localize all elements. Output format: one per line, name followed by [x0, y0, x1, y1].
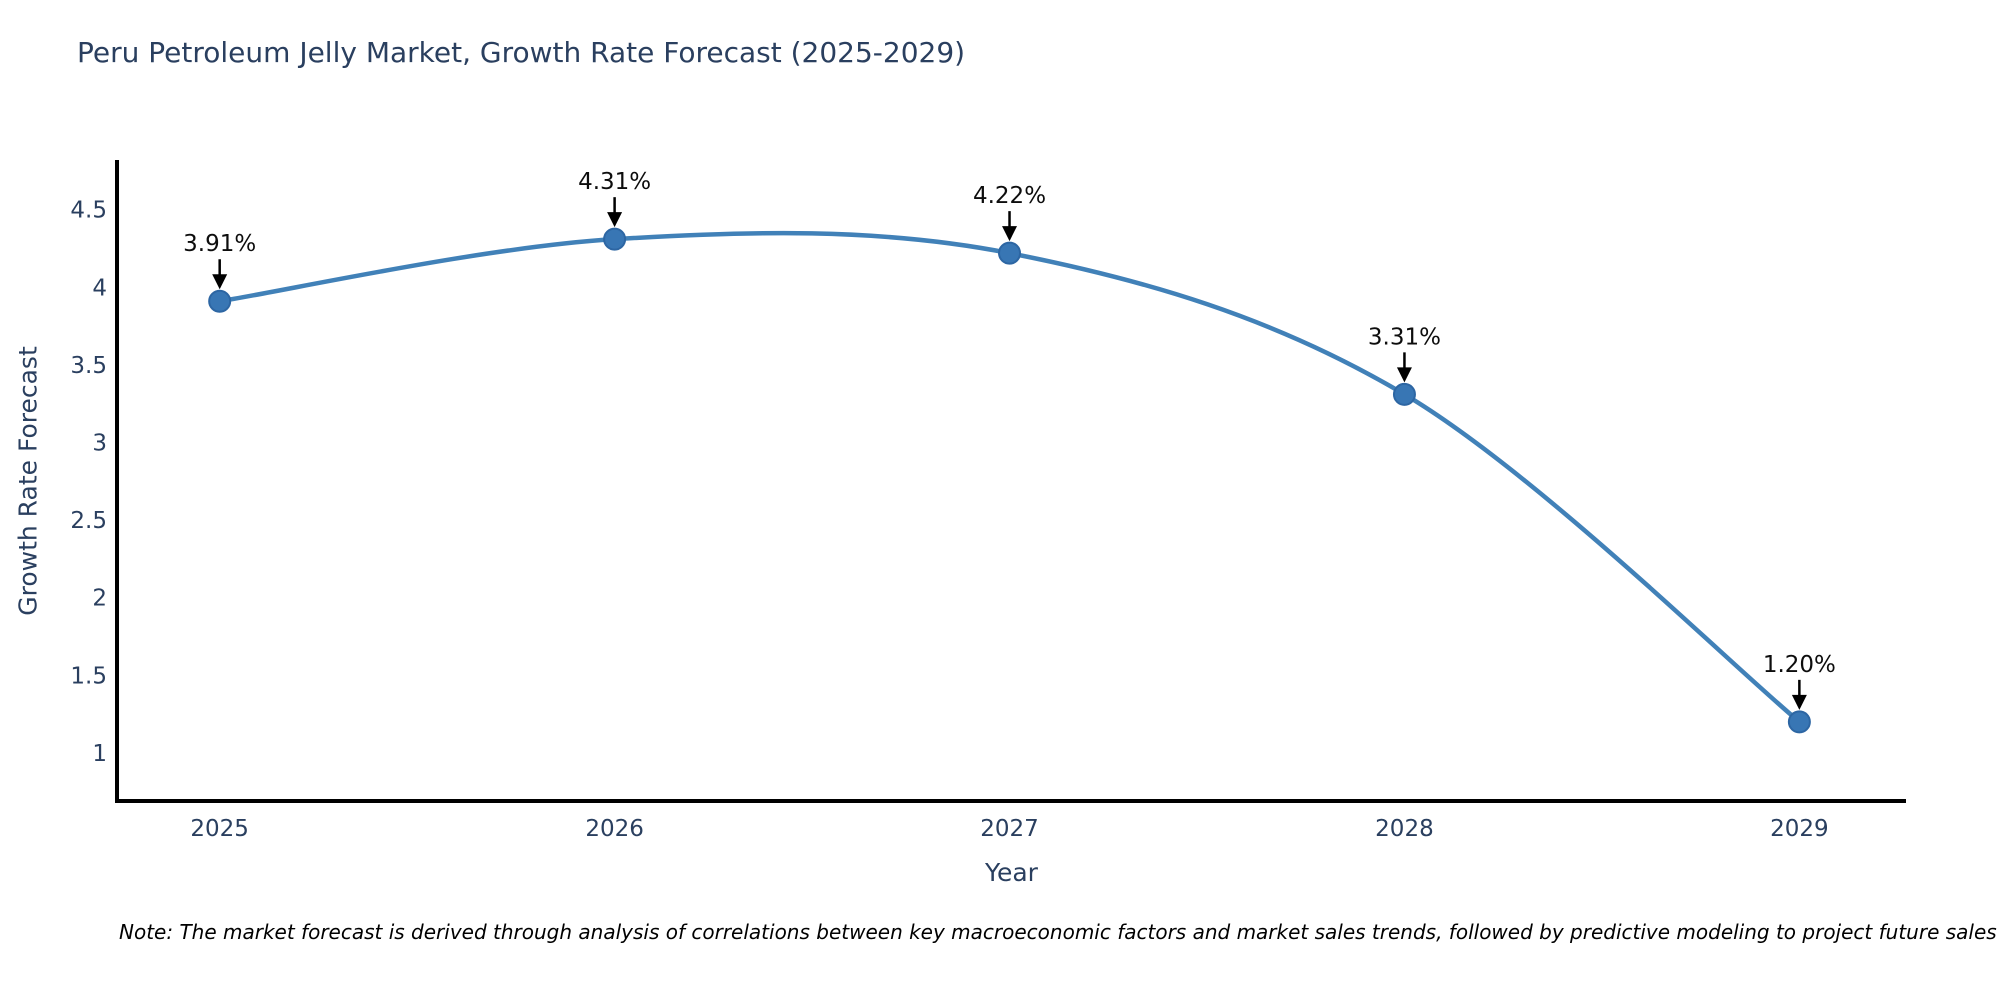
y-tick-label: 4.5 [70, 198, 107, 224]
y-tick-label: 1 [92, 741, 107, 767]
annotation-arrowhead [1002, 226, 1018, 242]
y-axis-title: Growth Rate Forecast [13, 346, 43, 616]
data-point-label: 4.22% [973, 183, 1046, 209]
y-tick-label: 3.5 [70, 353, 107, 379]
data-point-label: 1.20% [1763, 652, 1836, 678]
annotation-arrowhead [607, 212, 623, 228]
trace-line [217, 230, 1802, 725]
x-tick-label: 2028 [1375, 816, 1434, 842]
data-point-label: 4.31% [578, 169, 651, 195]
x-axis-title: Year [985, 858, 1038, 887]
chart-title: Peru Petroleum Jelly Market, Growth Rate… [77, 36, 966, 69]
y-tick-label: 4 [92, 275, 107, 301]
data-point-marker [998, 241, 1022, 265]
y-tick-label: 1.5 [70, 663, 107, 689]
data-point-marker [603, 227, 627, 251]
axis-lines [115, 160, 1906, 803]
y-tick-label: 2.5 [70, 508, 107, 534]
annotation-arrowhead [212, 274, 228, 290]
chart-note: Note: The market forecast is derived thr… [119, 920, 1997, 944]
x-tick-label: 2027 [980, 816, 1039, 842]
data-point-label: 3.91% [183, 231, 256, 257]
annotation-arrowhead [1396, 367, 1412, 383]
data-point-label: 3.31% [1368, 324, 1441, 350]
y-tick-label: 3 [92, 430, 107, 456]
x-tick-label: 2029 [1770, 816, 1829, 842]
data-point-marker [1392, 382, 1416, 406]
annotation-arrowhead [1791, 694, 1807, 710]
x-tick-label: 2026 [585, 816, 644, 842]
data-point-marker [1787, 710, 1811, 734]
x-tick-label: 2025 [190, 816, 249, 842]
data-point-marker [208, 289, 232, 313]
y-tick-label: 2 [92, 586, 107, 612]
